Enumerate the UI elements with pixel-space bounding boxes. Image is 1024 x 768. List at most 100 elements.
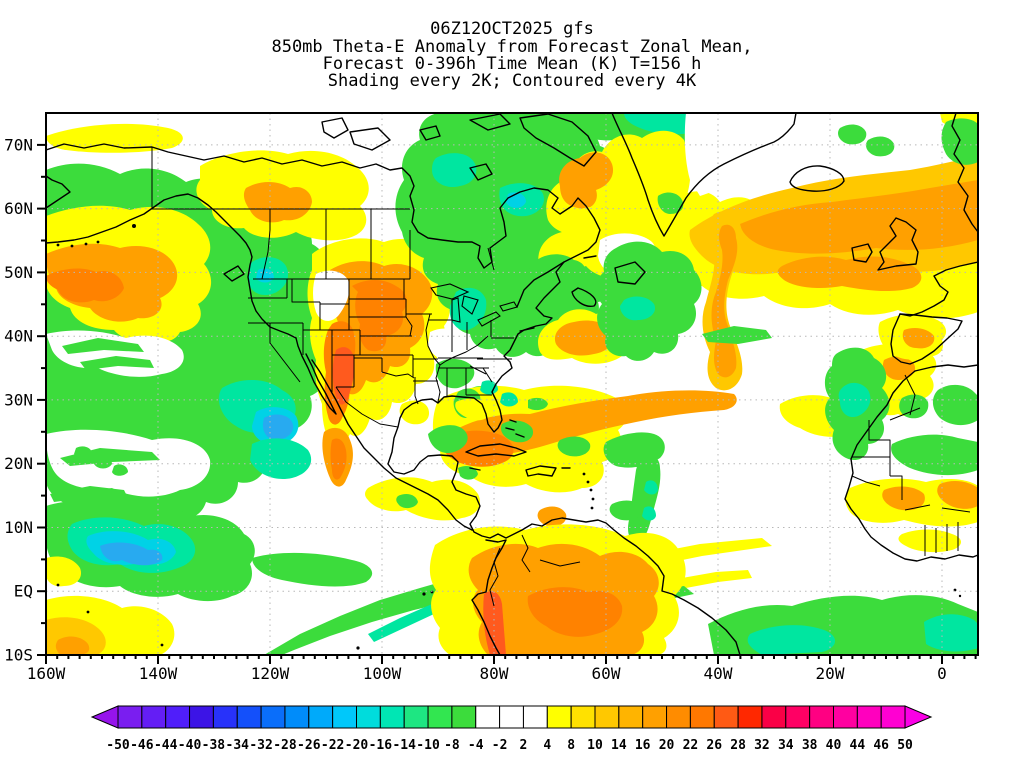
shading-region — [526, 254, 587, 309]
coastline — [611, 113, 797, 237]
coastline — [614, 261, 646, 285]
colorbar-tick-label: 44 — [850, 738, 866, 753]
shading-region — [554, 320, 614, 356]
map-border — [45, 112, 979, 656]
shading-region — [55, 636, 90, 655]
colorbar-tick-label: 28 — [730, 738, 746, 753]
coastline — [349, 127, 391, 151]
shading-region — [428, 425, 468, 454]
shading-region — [559, 152, 614, 209]
coastline — [132, 224, 136, 228]
shading-region — [86, 610, 90, 614]
coastline — [844, 370, 978, 562]
colorbar-tick-label: 40 — [826, 738, 842, 753]
coastline — [586, 480, 590, 484]
colorbar-tick-label: 16 — [635, 738, 651, 753]
shading-region — [46, 556, 82, 587]
lat-tick-label: 40N — [4, 327, 33, 346]
coastline — [465, 443, 527, 457]
coastline — [505, 419, 525, 438]
shading-region — [74, 446, 92, 459]
colorbar-tick-label: 8 — [567, 738, 575, 753]
shading-layer — [46, 113, 978, 655]
colorbar-cell — [499, 705, 524, 729]
lon-tick-label: 120W — [251, 664, 290, 683]
coastline — [589, 488, 593, 492]
colorbar-tick-label: 50 — [897, 738, 913, 753]
shading-region — [46, 268, 124, 303]
colorbar-cell — [141, 705, 167, 729]
colorbar-cell — [618, 705, 644, 729]
shading-region — [620, 296, 656, 321]
colorbar-tick-label: -26 — [297, 738, 321, 753]
colorbar-tick-label: 14 — [611, 738, 627, 753]
colorbar-tick-label: -40 — [178, 738, 202, 753]
colorbar-left-arrow — [90, 705, 119, 729]
colorbar-cell — [475, 705, 501, 729]
colorbar-cell — [379, 705, 405, 729]
lon-tick-label: 100W — [363, 664, 402, 683]
colorbar-cell — [260, 705, 286, 729]
colorbar-tick-label: -4 — [468, 738, 484, 753]
colorbar-tick-label: -2 — [492, 738, 508, 753]
coastline — [519, 327, 535, 332]
shading-region — [777, 256, 922, 292]
political-border — [151, 147, 514, 428]
shading-region — [112, 464, 128, 476]
shading-region — [50, 486, 128, 502]
colorbar-cell — [356, 705, 381, 729]
shading-region — [557, 436, 591, 457]
shading-region — [80, 356, 154, 370]
shading-region — [937, 481, 978, 509]
colorbar-cell — [666, 705, 691, 729]
shading-region — [264, 580, 462, 655]
shading-region — [642, 506, 656, 521]
colorbar-cell — [427, 705, 453, 729]
shading-region — [160, 643, 164, 647]
coastline — [571, 287, 597, 307]
colorbar-tick-label: 10 — [587, 738, 603, 753]
colorbar-cell — [284, 705, 310, 729]
shading-region — [898, 529, 961, 553]
coastline — [419, 125, 441, 141]
coastline — [321, 117, 349, 139]
shading-region — [252, 552, 373, 587]
shading-region — [702, 326, 772, 344]
lat-tick-label: EQ — [14, 582, 33, 601]
colorbar-cell — [785, 705, 811, 729]
colorbar-tick-label: -14 — [392, 738, 416, 753]
colorbar-cell — [570, 705, 596, 729]
lon-tick-label: 140W — [139, 664, 178, 683]
shading-region — [365, 477, 481, 521]
shading-region — [432, 153, 477, 188]
coastline — [96, 240, 100, 244]
coastline — [451, 297, 461, 323]
colorbar-cell — [713, 705, 739, 729]
shading-region — [94, 456, 112, 469]
coastline — [46, 175, 71, 209]
colorbar-cell — [642, 705, 668, 729]
title-line-3: Forecast 0-396h Time Mean (K) T=156 h — [323, 54, 702, 74]
colorbar-cell — [689, 705, 715, 729]
title-block: 06Z12OCT2025 gfs 850mb Theta-E Anomaly f… — [271, 19, 752, 91]
coastline — [583, 255, 597, 259]
coastline — [469, 113, 511, 131]
shading-region — [500, 420, 534, 443]
shading-region — [352, 280, 407, 352]
coastline — [311, 359, 473, 531]
shading-region — [657, 192, 684, 214]
shading-region — [435, 358, 475, 389]
shading-region — [483, 591, 506, 655]
coastline — [471, 539, 507, 655]
coastline — [789, 165, 845, 192]
shading-region — [902, 328, 935, 349]
colorbar-cell — [236, 705, 262, 729]
colorbar-cell — [737, 705, 763, 729]
lon-tick-label: 20W — [816, 664, 845, 683]
shading-region — [891, 434, 978, 476]
shading-region — [609, 500, 643, 521]
coastline — [84, 242, 88, 246]
colorbar-cell — [856, 705, 882, 729]
coastline — [56, 243, 60, 247]
